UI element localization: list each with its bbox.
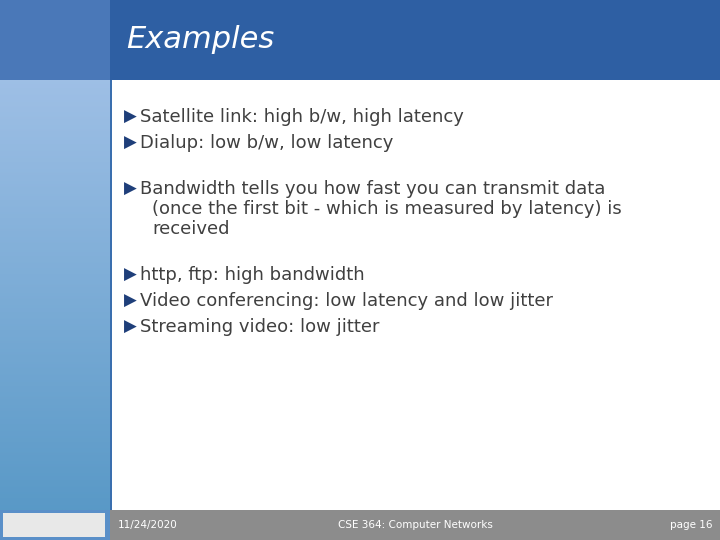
Text: 11/24/2020: 11/24/2020 xyxy=(118,520,178,530)
Bar xyxy=(0,510,110,540)
Bar xyxy=(110,80,720,510)
Text: received: received xyxy=(152,220,230,238)
Bar xyxy=(110,0,720,80)
Text: ▶: ▶ xyxy=(124,318,137,336)
Text: ▶: ▶ xyxy=(124,108,137,126)
Text: (once the first bit - which is measured by latency) is: (once the first bit - which is measured … xyxy=(152,200,622,218)
Text: page 16: page 16 xyxy=(670,520,712,530)
Bar xyxy=(3,513,105,537)
Text: Bandwidth tells you how fast you can transmit data: Bandwidth tells you how fast you can tra… xyxy=(140,180,606,198)
Text: Satellite link: high b/w, high latency: Satellite link: high b/w, high latency xyxy=(140,108,464,126)
Text: Dialup: low b/w, low latency: Dialup: low b/w, low latency xyxy=(140,134,393,152)
Text: Video conferencing: low latency and low jitter: Video conferencing: low latency and low … xyxy=(140,292,553,310)
Text: ▶: ▶ xyxy=(124,134,137,152)
Text: http, ftp: high bandwidth: http, ftp: high bandwidth xyxy=(140,266,364,284)
Bar xyxy=(110,80,112,510)
Text: ▶: ▶ xyxy=(124,292,137,310)
Bar xyxy=(0,0,110,80)
Text: ▶: ▶ xyxy=(124,180,137,198)
Text: Examples: Examples xyxy=(126,25,274,55)
Bar xyxy=(110,510,720,540)
Text: Streaming video: low jitter: Streaming video: low jitter xyxy=(140,318,379,336)
Text: ▶: ▶ xyxy=(124,266,137,284)
Text: CSE 364: Computer Networks: CSE 364: Computer Networks xyxy=(338,520,492,530)
